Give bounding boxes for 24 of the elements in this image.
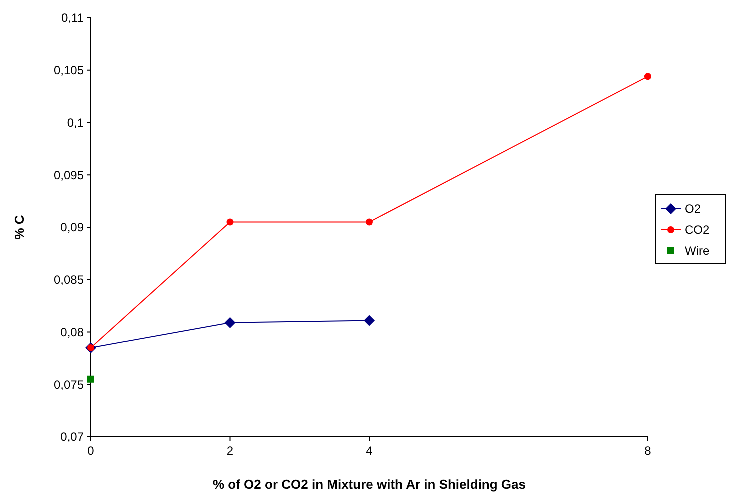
- y-tick-label: 0,075: [54, 378, 84, 392]
- y-tick-label: 0,105: [54, 64, 84, 78]
- y-tick-label: 0,09: [60, 220, 84, 235]
- point: [226, 218, 234, 226]
- y-tick-label: 0,085: [54, 273, 84, 288]
- y-axis-title: % C: [12, 214, 27, 240]
- y-tick-label: 0,095: [54, 168, 84, 182]
- point: [224, 317, 236, 328]
- legend-label: CO2: [685, 223, 710, 238]
- y-tick-label: 0,11: [62, 11, 84, 26]
- point: [366, 218, 373, 226]
- y-tick-label: 0,08: [60, 325, 84, 340]
- point: [644, 73, 652, 80]
- legend-label: O2: [685, 202, 702, 216]
- y-tick-label: 0,1: [67, 116, 84, 130]
- x-axis-title: % of O2 or CO2 in Mixture with Ar in Shielding Gas: [213, 477, 526, 492]
- point: [364, 315, 375, 326]
- x-tick-label: 8: [644, 444, 652, 458]
- legend-label: Wire: [685, 244, 710, 258]
- x-tick-label: 2: [226, 444, 234, 458]
- x-tick-label: 0: [88, 444, 95, 458]
- y-tick-label: 0,07: [60, 430, 84, 444]
- point: [88, 376, 94, 383]
- x-tick-label: 4: [366, 444, 374, 458]
